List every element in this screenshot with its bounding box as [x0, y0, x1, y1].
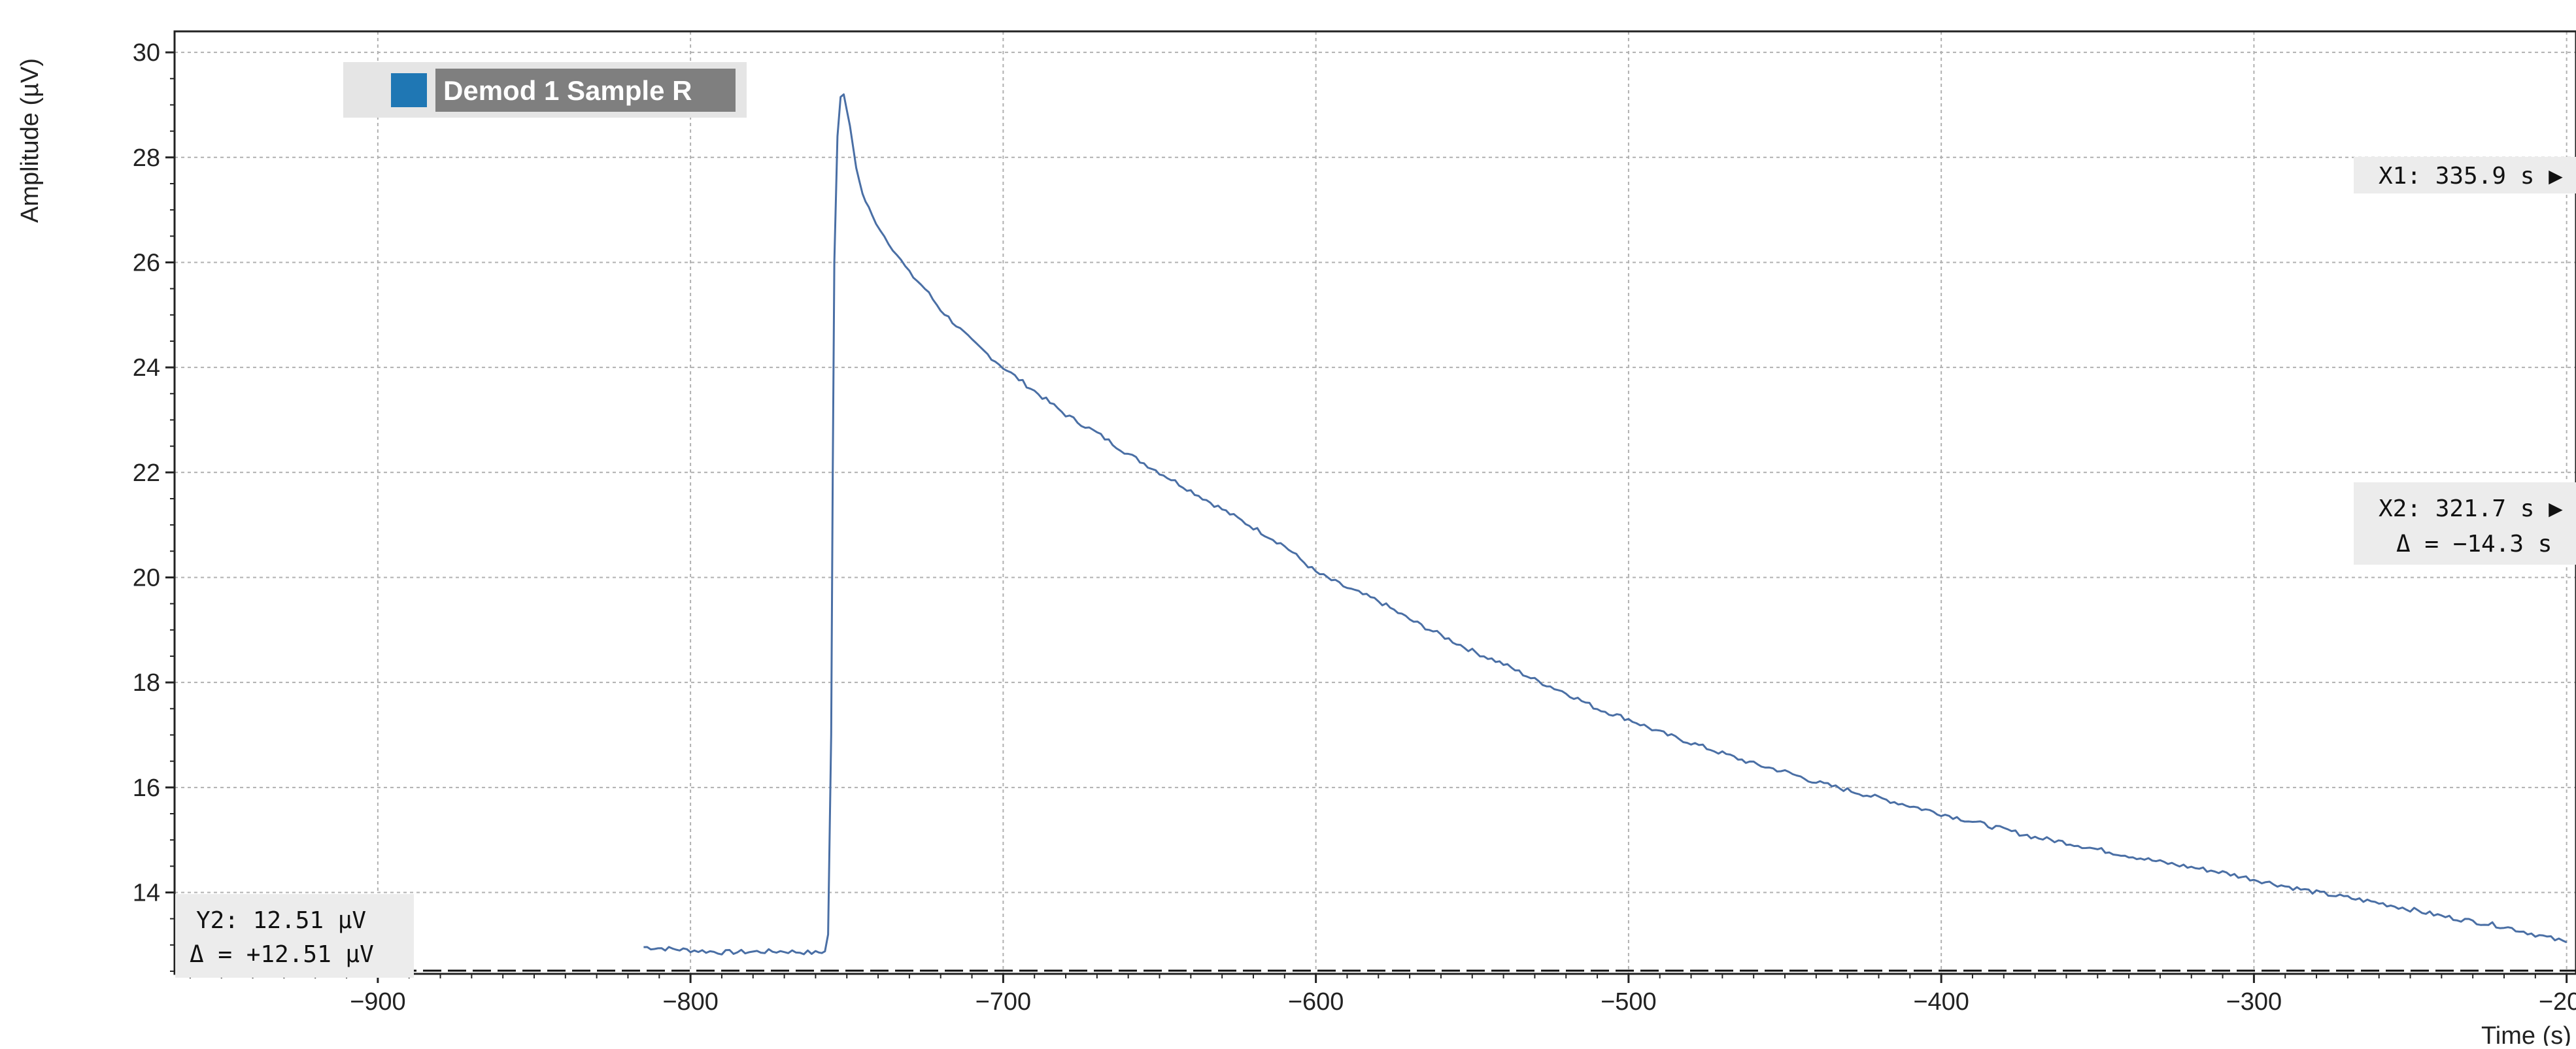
y-tick-label: 16 [133, 774, 160, 802]
y-tick-label: 20 [133, 564, 160, 591]
x-tick-label: −600 [1288, 988, 1344, 1016]
y2-delta-text: Δ = +12.51 μV [190, 941, 374, 968]
x2-cursor-readout[interactable]: X2: 321.7 s ▶ Δ = −14.3 s [2354, 482, 2576, 565]
x2-delta-text: Δ = −14.3 s [2396, 531, 2552, 558]
x-tick-label: −900 [350, 988, 406, 1016]
x-tick-label: −300 [2226, 988, 2282, 1016]
x2-readout-background [2354, 482, 2576, 565]
series-line-demod-1-sample-r [643, 93, 2568, 956]
x-tick-label: −400 [1913, 988, 1969, 1016]
x-tick-label: −800 [662, 988, 719, 1016]
x-tick-label: −200 [2539, 988, 2576, 1016]
y-tick-label: 14 [133, 879, 160, 907]
x1-readout-text: X1: 335.9 s ▶ [2379, 163, 2563, 190]
x-tick-label: −500 [1601, 988, 1657, 1016]
legend-label: Demod 1 Sample R [443, 75, 692, 106]
y-tick-label: 18 [133, 669, 160, 697]
y-axis-title: Amplitude (µV) [16, 58, 44, 223]
y-tick-label: 26 [133, 249, 160, 276]
y2-readout-text: Y2: 12.51 μV [196, 907, 366, 934]
y2-cursor-readout[interactable]: Y2: 12.51 μV Δ = +12.51 μV [175, 894, 414, 978]
x1-cursor-readout[interactable]: X1: 335.9 s ▶ [2354, 157, 2576, 193]
y-tick-label: 22 [133, 459, 160, 487]
ticks-layer: −900 −800 −700 −600 −500 −400 −300 −200 14 16 18 20… [133, 39, 2576, 1016]
legend[interactable]: Demod 1 Sample R [343, 62, 747, 118]
y-tick-label: 28 [133, 144, 160, 172]
series-layer [643, 93, 2568, 956]
x1-readout-background [2354, 157, 2576, 193]
y-tick-label: 24 [133, 354, 160, 382]
x-axis-title: Time (s) [2481, 1022, 2571, 1046]
legend-label-box [435, 69, 736, 112]
legend-swatch [391, 73, 427, 107]
y2-readout-background [175, 894, 414, 978]
x-tick-label: −700 [975, 988, 1032, 1016]
y-tick-label: 30 [133, 39, 160, 67]
x2-readout-text: X2: 321.7 s ▶ [2379, 495, 2563, 522]
plot-frame [173, 30, 2576, 975]
